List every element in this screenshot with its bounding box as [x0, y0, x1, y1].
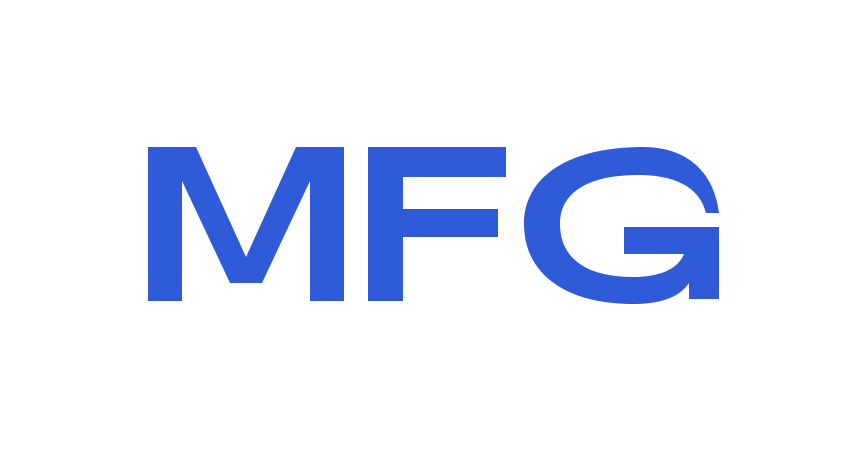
letter-m-shape [148, 147, 344, 301]
mfg-logo [148, 147, 720, 304]
letter-f-shape [368, 147, 506, 301]
letter-g-shape [524, 147, 719, 304]
mfg-logo-graphic [148, 147, 719, 304]
